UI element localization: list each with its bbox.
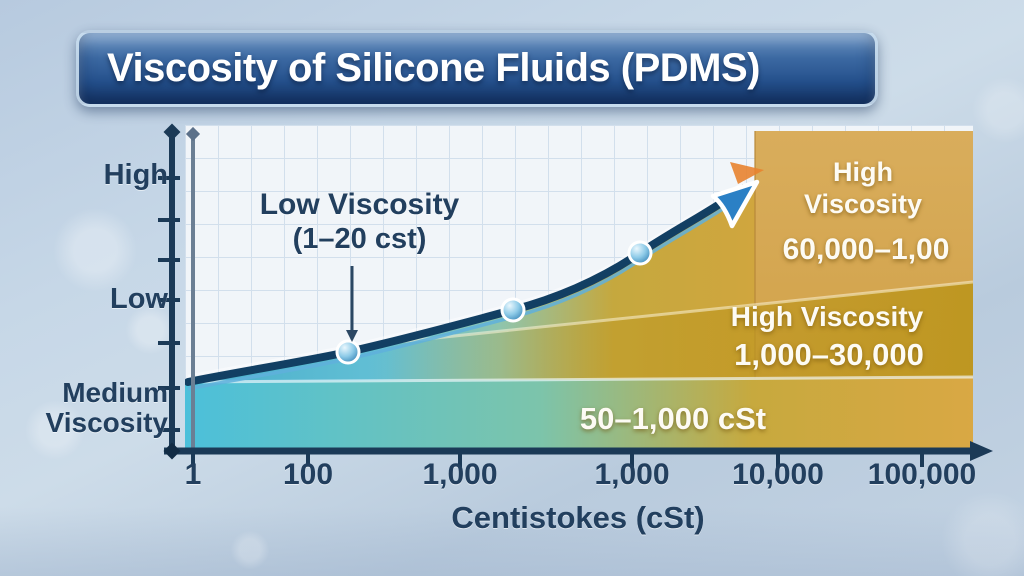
curve-arrowhead-icon: [710, 179, 760, 229]
bottom-band-top-edge: [185, 375, 973, 384]
low-viscosity-annotation: Low Viscosity (1–20 cst): [232, 188, 487, 256]
y-axis-top-cap: [163, 123, 181, 141]
x-tick-10000: 10,000: [732, 458, 824, 491]
x-tick-1: 1: [184, 458, 202, 491]
title-banner: Viscosity of Silicone Fluids (PDMS): [76, 30, 878, 107]
annotation-arrowhead-icon: [346, 330, 358, 342]
x-tick-1000a: 1,000: [422, 458, 498, 491]
origin-cap: [163, 442, 181, 460]
arrow-accent-flap: [730, 162, 764, 184]
top-right-region-range: 60,000–1,00: [782, 233, 950, 266]
x-tick-1000b: 1,000: [594, 458, 670, 491]
y-axis-ticks: [158, 176, 180, 432]
x-axis-arrowhead-icon: [970, 441, 993, 461]
middle-right-region-label: High Viscosity: [730, 301, 924, 332]
y-label-low: Low: [110, 283, 168, 315]
x-axis-ticks: [191, 454, 924, 467]
x-axis-title: Centistokes (cSt): [451, 500, 705, 535]
high-viscosity-middle-band: [368, 282, 973, 382]
data-point-low: [335, 339, 361, 365]
annotation-line1: Low Viscosity: [259, 188, 460, 221]
bottom-region-range: 50–1,000 cSt: [579, 401, 767, 436]
data-point-high: [627, 240, 653, 266]
y-label-high: High: [103, 159, 168, 191]
top-right-region-label: High Viscosity: [803, 157, 923, 220]
x-tick-100: 100: [282, 458, 334, 491]
data-point-mid: [500, 297, 526, 323]
annotation-line2: (1–20 cst): [292, 222, 427, 255]
plot-area: [185, 125, 973, 451]
viscosity-chart: [158, 123, 993, 467]
y-label-medium: Medium Viscosity: [45, 377, 168, 438]
bottom-band: [185, 377, 973, 451]
x-tick-100000: 100,000: [867, 458, 977, 491]
page-title: Viscosity of Silicone Fluids (PDMS): [107, 46, 761, 90]
middle-right-region-range: 1,000–30,000: [734, 337, 924, 372]
middle-band-top-edge: [367, 280, 973, 347]
